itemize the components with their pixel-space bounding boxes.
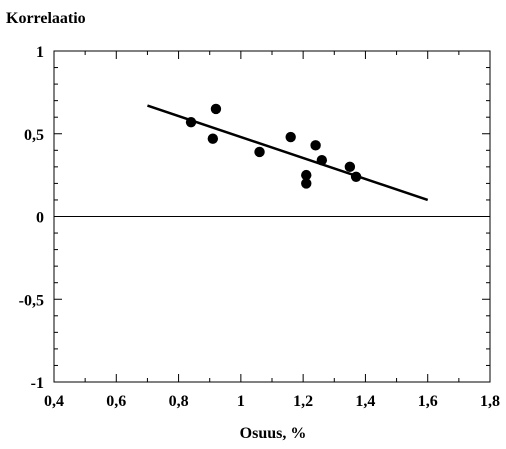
data-point [285, 131, 296, 143]
x-tick-label: 1,4 [355, 393, 375, 410]
data-point [207, 133, 219, 144]
data-point [301, 169, 312, 181]
data-points [185, 103, 362, 189]
data-point [350, 171, 362, 182]
x-axis-label: Osuus, % [240, 425, 307, 442]
x-tick-label: 0,4 [44, 393, 64, 410]
y-tick-label: -1 [31, 375, 44, 392]
x-tick-label: 1,8 [480, 393, 500, 410]
data-point [310, 140, 321, 151]
x-tick-label: 1 [237, 393, 245, 410]
y-tick-label: 0 [36, 210, 44, 227]
x-tick-label: 1,6 [418, 393, 438, 410]
x-tick-label: 0,6 [106, 393, 126, 410]
y-tick-label: 0,5 [24, 127, 44, 144]
axis-ticks [53, 50, 491, 383]
x-tick-label: 1,2 [293, 393, 313, 410]
y-axis-label: Korrelaatio [6, 10, 86, 27]
y-tick-label: 1 [36, 44, 44, 61]
data-point [185, 116, 197, 128]
tick-labels: 0,4 0,6 0,8 1 1,2 1,4 1,6 1,8 -1 -0,5 0 0,5 1 [19, 44, 500, 410]
data-point [344, 161, 356, 173]
data-point [316, 155, 328, 166]
y-tick-label: -0,5 [19, 292, 44, 309]
data-point [210, 103, 222, 115]
data-point [254, 146, 265, 158]
data-point [301, 178, 312, 189]
x-tick-label: 0,8 [169, 393, 189, 410]
